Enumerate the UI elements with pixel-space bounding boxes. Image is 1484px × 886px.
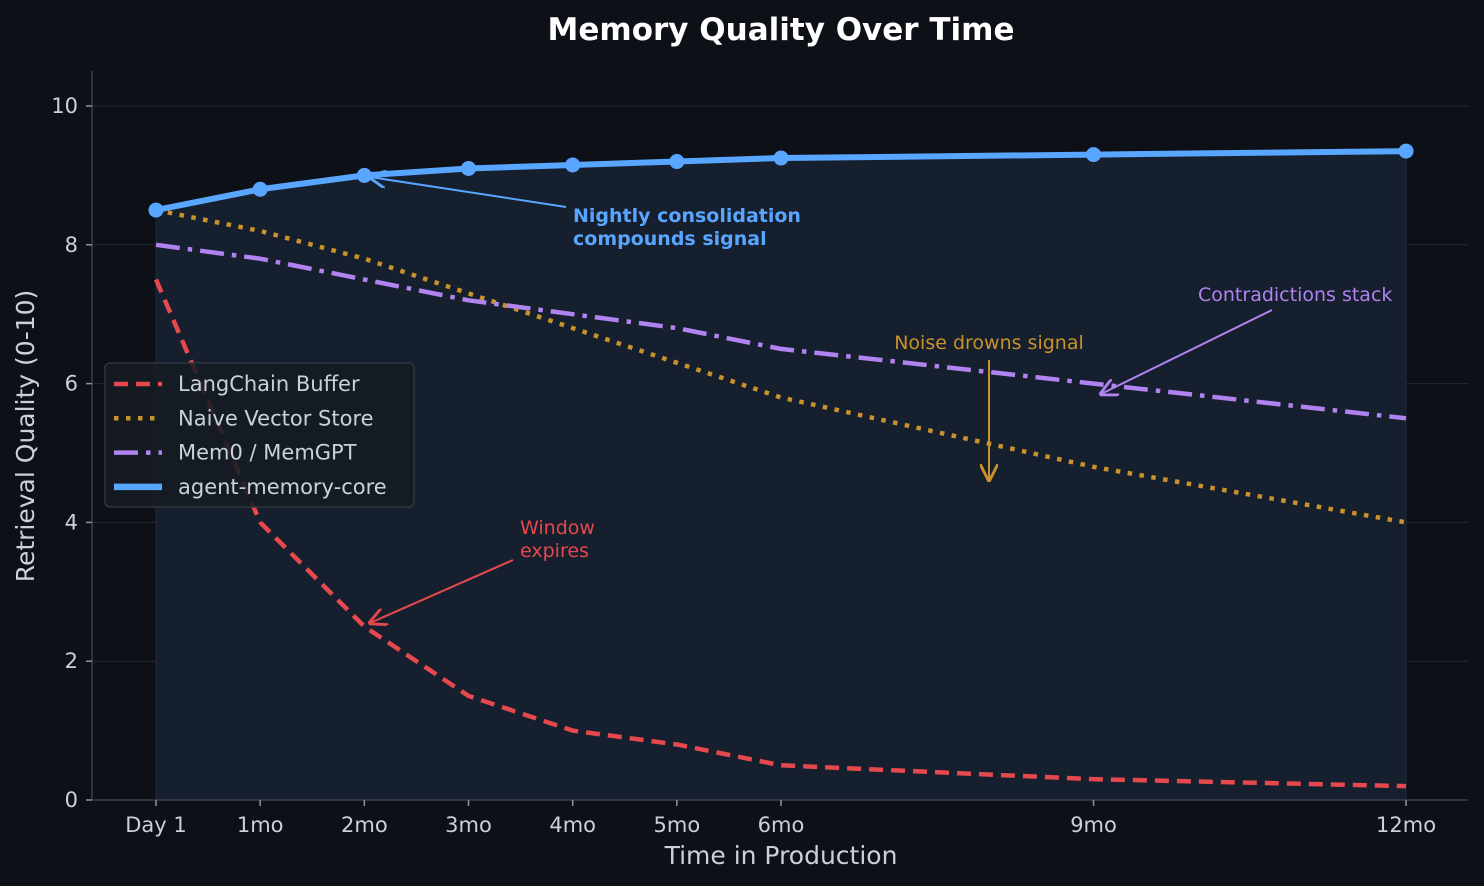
data-point-marker [461,160,477,176]
data-point-marker [1398,143,1414,159]
red-annotation-line1: Window [520,517,595,539]
annotations: Nightly consolidation compounds signal N… [370,177,1392,623]
orange-annotation: Noise drowns signal [894,332,1084,354]
x-tick-label: 4mo [549,813,596,837]
y-tick-label: 10 [51,94,78,118]
x-tick-label: 12mo [1376,813,1436,837]
legend-label: Naive Vector Store [178,406,374,430]
purple-annotation-arrow [1101,309,1273,394]
data-point-marker [252,181,268,197]
x-tick-label: Day 1 [125,813,187,837]
y-tick-label: 6 [65,372,78,396]
blue-annotation-arrow [370,177,567,208]
blue-annotation-line2: compounds signal [573,228,767,250]
data-point-marker [565,157,581,173]
x-tick-label: 6mo [758,813,805,837]
x-axis-label: Time in Production [664,841,898,870]
red-annotation-line2: expires [520,540,589,562]
x-tick-label: 9mo [1070,813,1117,837]
legend-label: LangChain Buffer [178,372,360,396]
y-tick-label: 0 [65,788,78,812]
legend-box [104,362,415,508]
legend-label: agent-memory-core [178,475,387,499]
x-tick-label: 5mo [654,813,701,837]
x-tick-label: 2mo [341,813,388,837]
purple-annotation: Contradictions stack [1198,284,1392,306]
y-axis-ticks: 0 2 4 6 8 10 [51,94,92,812]
data-point-marker [148,202,164,218]
x-tick-label: 1mo [237,813,284,837]
y-axis-label: Retrieval Quality (0-10) [11,290,40,583]
legend: LangChain Buffer Naive Vector Store Mem0 /… [104,362,415,508]
chart-title: Memory Quality Over Time [548,12,1015,48]
data-point-marker [1086,147,1102,163]
red-annotation-arrow [370,559,514,623]
y-tick-label: 4 [65,510,78,534]
blue-annotation-line1: Nightly consolidation [573,205,801,227]
data-point-marker [356,167,372,183]
series-line-mem0-memgpt [155,242,1407,421]
y-tick-label: 8 [65,233,78,257]
y-tick-label: 2 [65,649,78,673]
axes [91,71,1468,801]
data-point-marker [773,150,789,166]
x-tick-label: 3mo [445,813,492,837]
series-line-langchain-buffer [153,278,1407,789]
x-axis-ticks: Day 1 1mo 2mo 3mo 4mo 5mo 6mo 9mo 12mo [125,800,1436,837]
legend-label: Mem0 / MemGPT [178,441,357,465]
data-point-marker [669,154,685,170]
